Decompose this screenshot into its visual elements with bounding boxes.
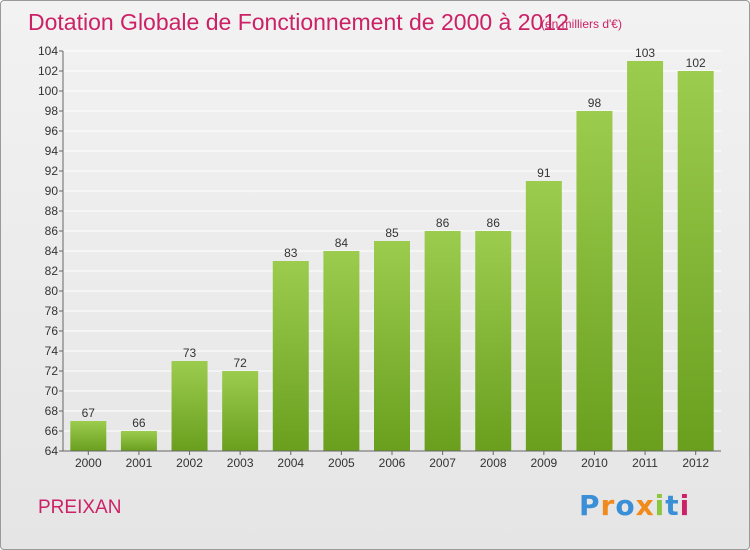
bar <box>70 421 107 451</box>
x-tick-label: 2000 <box>75 456 102 470</box>
y-tick-label: 80 <box>45 284 59 298</box>
value-label: 67 <box>82 406 96 420</box>
value-label: 83 <box>284 246 298 260</box>
x-tick-label: 2012 <box>682 456 709 470</box>
y-tick-label: 98 <box>45 104 59 118</box>
bar <box>222 371 259 451</box>
logo-letter: x <box>635 489 655 522</box>
value-label: 103 <box>635 46 655 60</box>
y-tick-label: 104 <box>38 44 58 58</box>
x-tick-label: 2004 <box>277 456 304 470</box>
y-tick-label: 94 <box>45 144 59 158</box>
x-tick-label: 2011 <box>632 456 658 470</box>
value-label: 84 <box>335 236 349 250</box>
y-tick-label: 90 <box>45 184 59 198</box>
bar <box>120 431 157 451</box>
y-axis-ticks: 64 66 68 70 72 74 76 78 80 82 84 86 88 90 92 94 96 98 100 1… <box>38 44 63 458</box>
x-tick-label: 2007 <box>429 456 456 470</box>
y-tick-label: 74 <box>45 344 59 358</box>
logo-letter: o <box>615 489 636 522</box>
value-label: 66 <box>132 416 146 430</box>
bar <box>171 361 208 451</box>
y-tick-label: 100 <box>38 84 58 98</box>
bar <box>374 241 410 451</box>
y-tick-label: 82 <box>45 264 59 278</box>
x-tick-label: 2001 <box>126 456 153 470</box>
y-tick-label: 102 <box>38 64 58 78</box>
bar <box>475 231 512 451</box>
y-tick-label: 78 <box>45 304 59 318</box>
logo-letter: i <box>654 489 666 522</box>
y-tick-label: 84 <box>45 244 59 258</box>
commune-name: PREIXAN <box>38 497 122 518</box>
value-label: 86 <box>487 216 501 230</box>
y-tick-label: 64 <box>45 444 59 458</box>
logo-letter: r <box>600 489 616 522</box>
bar <box>272 261 309 451</box>
value-label: 86 <box>436 216 450 230</box>
chart-title: Dotation Globale de Fonctionnement de 20… <box>28 9 569 35</box>
bar <box>323 251 360 451</box>
x-tick-label: 2005 <box>328 456 355 470</box>
y-tick-label: 86 <box>45 224 59 238</box>
x-tick-label: 2003 <box>227 456 254 470</box>
logo-letter: P <box>579 489 601 522</box>
y-tick-label: 76 <box>45 324 59 338</box>
x-axis-ticks: 2000 2001 2002 2003 2004 2005 2006 2007 2008 2009… <box>75 451 709 470</box>
value-label: 72 <box>233 356 247 370</box>
y-tick-label: 66 <box>45 424 59 438</box>
bar <box>424 231 461 451</box>
value-label: 85 <box>385 226 399 240</box>
bars <box>70 61 714 451</box>
bar <box>677 71 714 451</box>
value-label: 102 <box>686 56 706 70</box>
y-tick-label: 92 <box>45 164 59 178</box>
value-label: 73 <box>183 346 197 360</box>
logo-letter: t <box>665 489 680 522</box>
value-label: 98 <box>588 96 602 110</box>
value-labels: 67 66 73 72 83 84 85 86 86 91 98 103 102 <box>82 46 706 430</box>
x-tick-label: 2006 <box>379 456 406 470</box>
y-tick-label: 96 <box>45 124 59 138</box>
x-tick-label: 2002 <box>176 456 203 470</box>
x-tick-label: 2010 <box>581 456 608 470</box>
value-label: 91 <box>537 166 551 180</box>
y-tick-label: 72 <box>45 364 59 378</box>
bar <box>627 61 664 451</box>
y-tick-label: 70 <box>45 384 59 398</box>
chart-unit: (en milliers d'€) <box>541 17 622 31</box>
bar <box>525 181 562 451</box>
bar <box>576 111 613 451</box>
y-tick-label: 88 <box>45 204 59 218</box>
x-tick-label: 2009 <box>530 456 557 470</box>
proxiti-logo: Proxiti <box>579 489 690 522</box>
y-tick-label: 68 <box>45 404 59 418</box>
logo-letter: i <box>679 489 691 522</box>
x-tick-label: 2008 <box>480 456 507 470</box>
